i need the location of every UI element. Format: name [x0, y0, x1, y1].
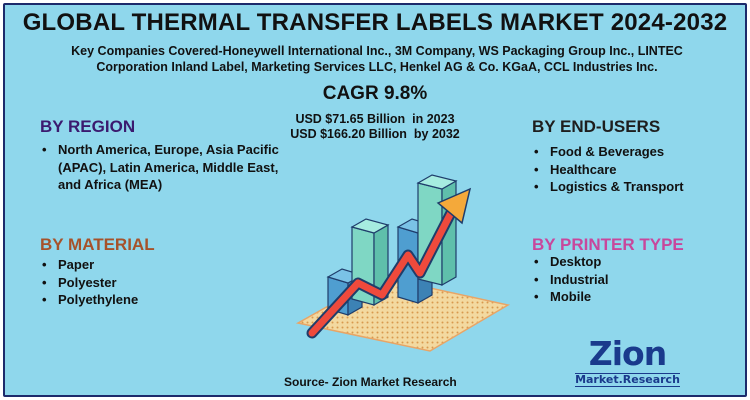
logo-subtitle: Market.Research: [575, 373, 680, 387]
list-item: Logistics & Transport: [532, 178, 684, 196]
logo-word: Zion: [588, 334, 667, 373]
list-item: Industrial: [532, 271, 609, 289]
list-item: Healthcare: [532, 161, 684, 179]
region-heading: BY REGION: [40, 117, 136, 136]
printer-type-list: Desktop Industrial Mobile: [532, 253, 609, 306]
list-item: North America, Europe, Asia Pacific (APA…: [40, 141, 290, 194]
cagr-value: CAGR 9.8%: [322, 83, 428, 104]
list-item: Desktop: [532, 253, 609, 271]
end-users-heading: BY END-USERS: [532, 117, 661, 136]
infographic-frame: GLOBAL THERMAL TRANSFER LABELS MARKET 20…: [3, 3, 747, 397]
list-item: Food & Beverages: [532, 143, 684, 161]
printer-type-heading: BY PRINTER TYPE: [532, 235, 684, 254]
companies-line-2: Corporation Inland Label, Marketing Serv…: [96, 60, 658, 74]
bar-chart-3d-icon: [295, 174, 510, 352]
list-item: Polyethylene: [40, 291, 138, 309]
end-users-list: Food & Beverages Healthcare Logistics & …: [532, 143, 684, 196]
list-item: Mobile: [532, 288, 609, 306]
page-title: GLOBAL THERMAL TRANSFER LABELS MARKET 20…: [22, 9, 728, 36]
material-list: Paper Polyester Polyethylene: [40, 256, 138, 309]
zion-logo: Zion Market.Research: [565, 334, 690, 390]
market-value-2032: USD $166.20 Billion by 2032: [290, 127, 460, 141]
region-list: North America, Europe, Asia Pacific (APA…: [40, 141, 290, 194]
market-value-2023: USD $71.65 Billion in 2023: [295, 112, 455, 126]
list-item: Paper: [40, 256, 138, 274]
source-note: Source- Zion Market Research: [284, 375, 457, 389]
material-heading: BY MATERIAL: [40, 235, 155, 254]
list-item: Polyester: [40, 274, 138, 292]
key-companies: Key Companies Covered-Honeywell Internat…: [35, 43, 719, 75]
growth-arrow-icon: [306, 187, 472, 339]
companies-line-1: Key Companies Covered-Honeywell Internat…: [71, 44, 683, 58]
